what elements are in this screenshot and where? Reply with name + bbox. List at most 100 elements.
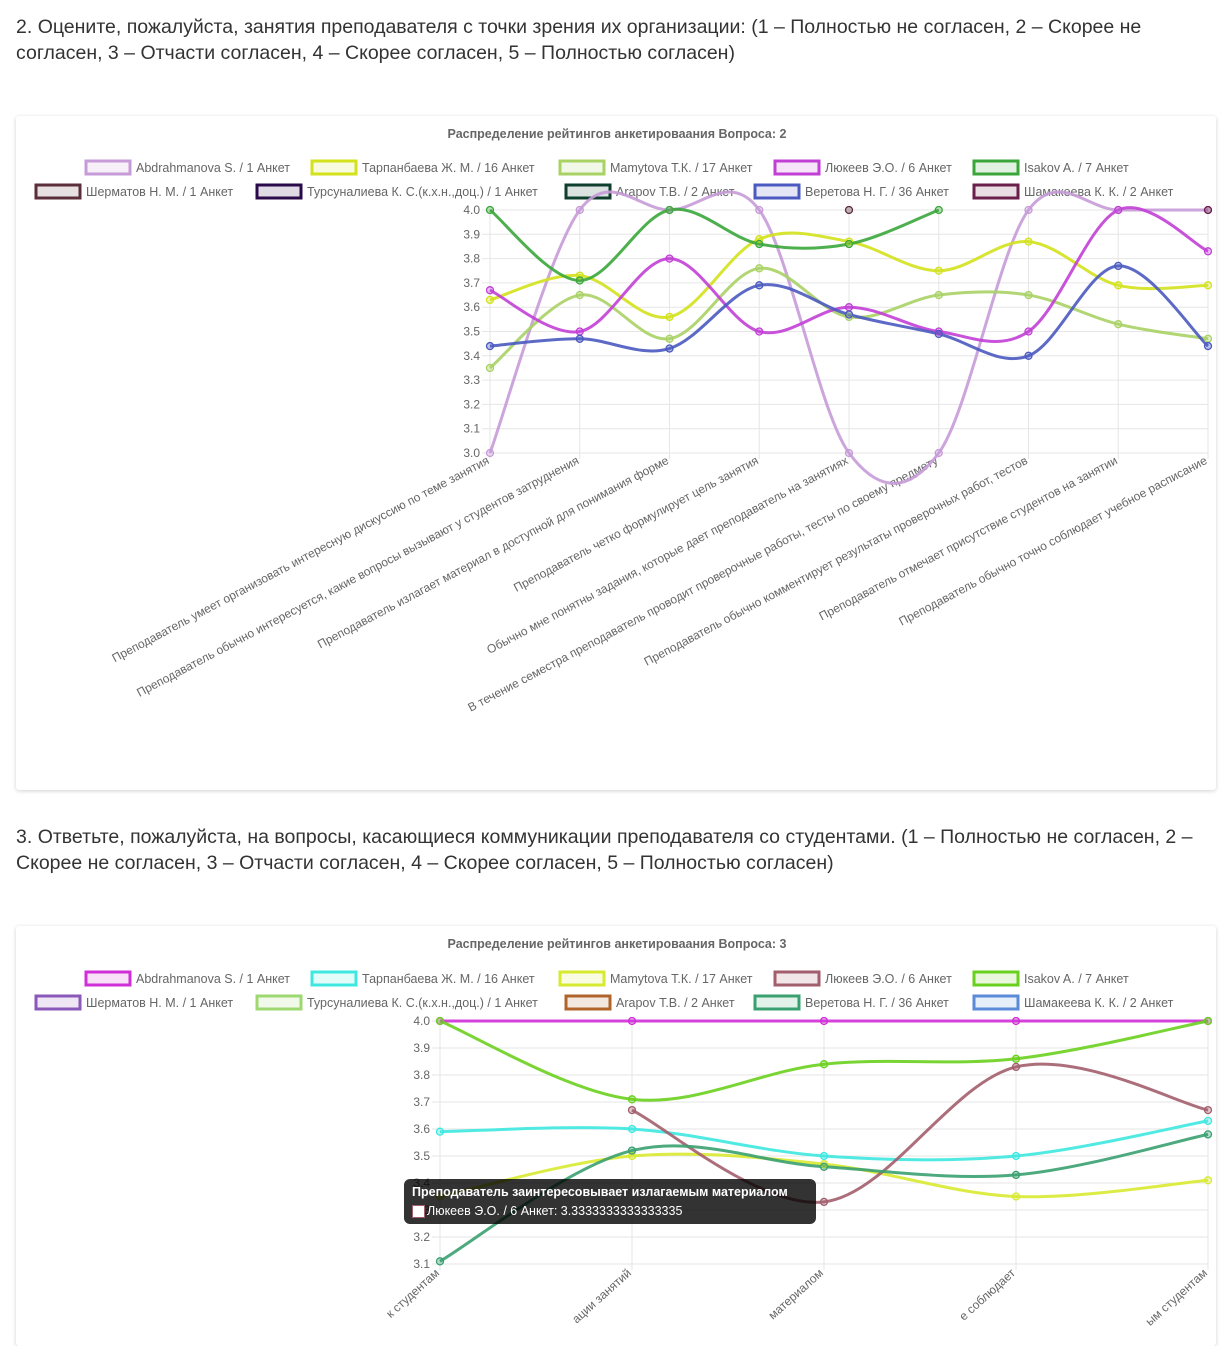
chart2-legend-label[interactable]: Isakov A. / 7 Анкет: [1024, 161, 1129, 175]
chart3-legend-swatch[interactable]: [972, 994, 1020, 1011]
chart2-data-point[interactable]: [485, 286, 495, 295]
chart3-legend-label[interactable]: Abdrahmanova S. / 1 Анкет: [136, 972, 290, 986]
chart2-data-point[interactable]: [934, 448, 943, 458]
chart3-data-point[interactable]: [1011, 1062, 1021, 1072]
chart3-legend-swatch[interactable]: [34, 994, 82, 1011]
chart2-data-point[interactable]: [755, 281, 764, 290]
chart2-legend-label[interactable]: Mamytova Т.К. / 17 Анкет: [610, 161, 753, 175]
chart2-legend-label[interactable]: Abdrahmanova S. / 1 Анкет: [136, 161, 290, 175]
chart2-data-point[interactable]: [665, 254, 674, 263]
chart2-legend-swatch[interactable]: [34, 183, 82, 200]
chart2-data-point[interactable]: [485, 205, 495, 215]
chart3-legend-label[interactable]: Mamytova Т.К. / 17 Анкет: [610, 972, 753, 986]
chart3-legend-label[interactable]: Турсуналиева К. С.(к.х.н.,доц.) / 1 Анке…: [307, 996, 538, 1010]
chart2-legend-swatch[interactable]: [310, 159, 358, 176]
chart2-data-point[interactable]: [1024, 205, 1033, 215]
chart3-data-point[interactable]: [435, 1127, 445, 1136]
chart2-legend-swatch[interactable]: [972, 159, 1020, 176]
chart2-data-point[interactable]: [844, 310, 854, 319]
chart2-data-point[interactable]: [1114, 205, 1123, 215]
chart3-data-point[interactable]: [435, 1016, 445, 1026]
chart3-legend-swatch[interactable]: [972, 970, 1020, 987]
chart3-legend-label[interactable]: Люкеев Э.О. / 6 Анкет: [825, 972, 952, 986]
chart3-data-point[interactable]: [1203, 1016, 1213, 1026]
chart3-data-point[interactable]: [819, 1159, 829, 1169]
chart3-legend-label[interactable]: Тарпанбаева Ж. М. / 16 Анкет: [362, 972, 535, 986]
chart2-data-point[interactable]: [934, 329, 943, 339]
chart2-data-point[interactable]: [1203, 205, 1213, 215]
chart2-data-point[interactable]: [575, 276, 584, 285]
chart3-data-point[interactable]: [1011, 1151, 1021, 1161]
chart3-data-point[interactable]: [819, 1197, 829, 1207]
chart3-data-point[interactable]: [819, 1151, 829, 1161]
chart3-data-point[interactable]: [627, 1146, 637, 1155]
chart2-data-point[interactable]: [844, 205, 854, 215]
chart3-legend-swatch[interactable]: [753, 994, 801, 1011]
chart3-legend-swatch[interactable]: [310, 970, 358, 987]
chart3-data-point[interactable]: [1203, 1105, 1213, 1115]
chart2-legend-swatch[interactable]: [972, 183, 1020, 200]
chart3-data-point[interactable]: [435, 1257, 445, 1266]
chart2-data-point[interactable]: [1203, 341, 1213, 351]
chart2-legend-swatch[interactable]: [773, 159, 821, 176]
chart2-data-point[interactable]: [1024, 327, 1033, 336]
chart3-legend-swatch[interactable]: [255, 994, 303, 1011]
chart3-legend-label[interactable]: Arapov Т.В. / 2 Анкет: [616, 996, 735, 1010]
chart2-legend-swatch[interactable]: [255, 183, 303, 200]
chart2-legend-label[interactable]: Arapov Т.В. / 2 Анкет: [616, 185, 735, 199]
chart2-legend-label[interactable]: Веретова Н. Г. / 36 Анкет: [805, 185, 949, 199]
chart2-legend-label[interactable]: Шерматов Н. М. / 1 Анкет: [86, 185, 233, 199]
chart2-data-point[interactable]: [844, 312, 854, 322]
chart3-legend-swatch[interactable]: [773, 970, 821, 987]
chart3-data-point[interactable]: [819, 1060, 829, 1069]
chart3-data-point[interactable]: [627, 1124, 637, 1134]
chart3-data-point[interactable]: [1203, 1116, 1213, 1126]
chart2-data-point[interactable]: [665, 344, 674, 353]
chart2-data-point[interactable]: [844, 448, 854, 458]
chart2-data-point[interactable]: [575, 290, 584, 300]
chart3-data-point[interactable]: [627, 1105, 637, 1115]
chart3-legend-label[interactable]: Шамакеева К. К. / 2 Анкет: [1024, 996, 1174, 1010]
chart2-data-point[interactable]: [1114, 281, 1123, 290]
chart2-data-point[interactable]: [665, 312, 674, 322]
chart3-legend-swatch[interactable]: [564, 994, 612, 1011]
chart3-legend-label[interactable]: Isakov A. / 7 Анкет: [1024, 972, 1129, 986]
chart2-data-point[interactable]: [755, 327, 764, 336]
chart2-data-point[interactable]: [934, 290, 943, 300]
chart2-data-point[interactable]: [575, 334, 584, 343]
chart2-legend-swatch[interactable]: [84, 159, 132, 176]
chart2-data-point[interactable]: [1024, 351, 1033, 360]
chart2-data-point[interactable]: [755, 264, 764, 273]
chart2-data-point[interactable]: [934, 327, 943, 336]
chart2-data-point[interactable]: [1114, 261, 1123, 271]
chart2-data-point[interactable]: [485, 363, 495, 373]
chart2-legend-label[interactable]: Люкеев Э.О. / 6 Анкет: [825, 161, 952, 175]
chart3-legend-swatch[interactable]: [558, 970, 606, 987]
chart2-legend-label[interactable]: Турсуналиева К. С.(к.х.н.,доц.) / 1 Анке…: [307, 185, 538, 199]
chart2-data-point[interactable]: [844, 237, 854, 246]
chart3-data-point[interactable]: [1203, 1130, 1213, 1139]
chart2-data-point[interactable]: [665, 334, 674, 343]
chart3-legend-swatch[interactable]: [84, 970, 132, 987]
chart2-data-point[interactable]: [1024, 237, 1033, 246]
chart2-legend-swatch[interactable]: [558, 159, 606, 176]
chart2-data-point[interactable]: [755, 239, 764, 249]
chart3-data-point[interactable]: [627, 1016, 637, 1026]
chart2-legend-label[interactable]: Тарпанбаева Ж. М. / 16 Анкет: [362, 161, 535, 175]
chart3-data-point[interactable]: [819, 1162, 829, 1171]
chart2-legend-label[interactable]: Шамакеева К. К. / 2 Анкет: [1024, 185, 1174, 199]
chart2-data-point[interactable]: [1024, 290, 1033, 300]
chart2-data-point[interactable]: [755, 205, 764, 215]
chart3-data-point[interactable]: [1011, 1016, 1021, 1026]
chart2-legend-swatch[interactable]: [753, 183, 801, 200]
chart2-data-point[interactable]: [665, 205, 674, 215]
chart3-data-point[interactable]: [1011, 1170, 1021, 1180]
chart2-data-point[interactable]: [485, 295, 495, 305]
chart3-data-point[interactable]: [1011, 1054, 1021, 1063]
chart2-data-point[interactable]: [485, 448, 495, 458]
chart2-data-point[interactable]: [575, 205, 584, 215]
chart3-data-point[interactable]: [1011, 1192, 1021, 1201]
chart2-data-point[interactable]: [1203, 247, 1213, 256]
chart2-data-point[interactable]: [485, 341, 495, 351]
